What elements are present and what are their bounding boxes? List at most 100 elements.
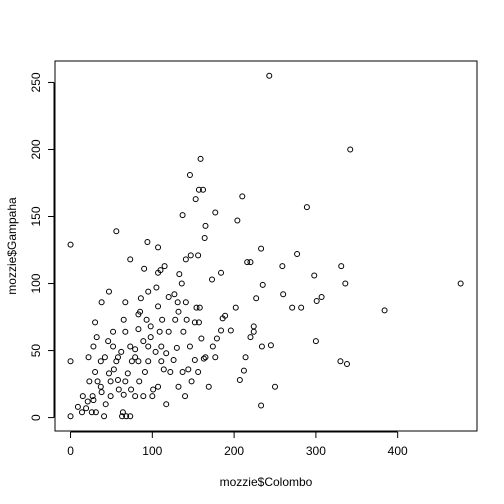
point xyxy=(128,358,135,365)
point xyxy=(67,413,74,420)
point xyxy=(140,338,147,345)
point xyxy=(152,348,159,355)
point xyxy=(110,328,117,335)
point xyxy=(258,343,265,350)
point xyxy=(191,319,198,326)
y-tick-label: 100 xyxy=(29,273,43,293)
point xyxy=(186,171,193,178)
point xyxy=(294,251,301,258)
point xyxy=(179,369,186,376)
point xyxy=(182,393,189,400)
plot-box xyxy=(54,60,478,432)
point xyxy=(195,186,202,193)
point xyxy=(123,413,130,420)
point xyxy=(280,291,287,298)
point xyxy=(127,413,134,420)
point xyxy=(192,196,199,203)
y-tick-label: 0 xyxy=(29,414,43,421)
point xyxy=(144,238,151,245)
point xyxy=(337,358,344,365)
point xyxy=(120,316,127,323)
point xyxy=(303,204,310,211)
point xyxy=(140,393,147,400)
point xyxy=(188,378,195,385)
point xyxy=(132,354,139,361)
point xyxy=(176,271,183,278)
point xyxy=(135,326,142,333)
point xyxy=(232,304,239,311)
point xyxy=(185,366,192,373)
point xyxy=(119,413,126,420)
point xyxy=(145,358,152,365)
point xyxy=(97,358,104,365)
point xyxy=(259,281,266,288)
point xyxy=(159,316,166,323)
point xyxy=(182,299,189,306)
point xyxy=(218,327,225,334)
point xyxy=(227,327,234,334)
point xyxy=(172,316,179,323)
point xyxy=(153,284,160,291)
point xyxy=(119,409,126,416)
point xyxy=(242,354,249,361)
point xyxy=(98,299,105,306)
point xyxy=(313,297,320,304)
point xyxy=(244,259,251,266)
point xyxy=(209,343,216,350)
point xyxy=(198,335,205,342)
point xyxy=(145,288,152,295)
point xyxy=(457,280,464,287)
point xyxy=(258,245,265,252)
point xyxy=(122,328,129,335)
point xyxy=(105,370,112,377)
point xyxy=(113,228,120,235)
point xyxy=(105,288,112,295)
point xyxy=(250,323,257,330)
point xyxy=(343,360,350,367)
point xyxy=(128,386,135,393)
point xyxy=(160,366,167,373)
point xyxy=(161,263,168,270)
point xyxy=(212,354,219,361)
point xyxy=(196,304,203,311)
x-tick-label: 300 xyxy=(306,444,326,458)
point xyxy=(240,367,247,374)
point xyxy=(136,378,143,385)
point xyxy=(118,348,125,355)
point xyxy=(247,334,254,341)
point xyxy=(195,252,202,259)
point xyxy=(90,397,97,404)
point xyxy=(155,244,162,251)
y-tick-label: 200 xyxy=(29,139,43,159)
point xyxy=(114,377,121,384)
point xyxy=(267,342,274,349)
point xyxy=(155,383,162,390)
point xyxy=(90,343,97,350)
point xyxy=(143,316,150,323)
point xyxy=(183,316,190,323)
point xyxy=(92,409,99,416)
point xyxy=(122,299,129,306)
y-tick-label: 50 xyxy=(29,344,43,358)
point xyxy=(266,72,273,79)
point xyxy=(200,186,207,193)
point xyxy=(178,280,185,287)
point xyxy=(101,354,108,361)
point xyxy=(191,356,198,363)
point xyxy=(167,369,174,376)
point xyxy=(86,378,93,385)
point xyxy=(85,354,92,361)
point xyxy=(187,252,194,259)
y-tick-label: 250 xyxy=(29,72,43,92)
point xyxy=(155,269,162,276)
point xyxy=(165,293,172,300)
point xyxy=(250,328,257,335)
point xyxy=(311,272,318,279)
point xyxy=(298,304,305,311)
point xyxy=(236,377,243,384)
point xyxy=(105,338,112,345)
point xyxy=(107,393,114,400)
point xyxy=(279,263,286,270)
point xyxy=(127,256,134,263)
